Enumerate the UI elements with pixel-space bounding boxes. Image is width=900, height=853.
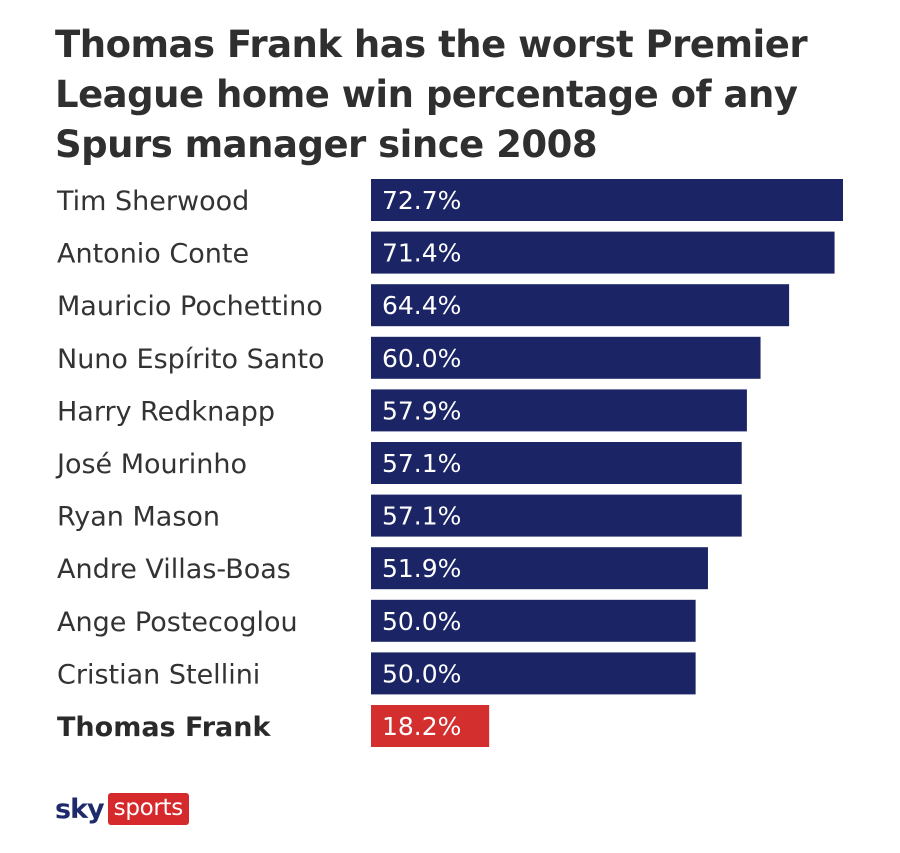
category-label-mauricio-pochettino: Mauricio Pochettino: [57, 291, 323, 322]
value-label-nuno-espirito-santo: 60.0%: [382, 344, 461, 373]
bar-tim-sherwood: [371, 179, 843, 221]
value-label-antonio-conte: 71.4%: [382, 239, 461, 268]
category-label-nuno-espirito-santo: Nuno Espírito Santo: [57, 344, 324, 375]
value-label-ange-postecoglou: 50.0%: [382, 607, 461, 636]
bar-andre-villas-boas: [371, 547, 708, 590]
sky-sports-logo: sky sports: [55, 791, 189, 827]
logo-sky-text: sky: [55, 793, 105, 825]
bar-ryan-mason: [371, 494, 742, 537]
bar-mauricio-pochettino: [371, 284, 790, 327]
category-label-ange-postecoglou: Ange Postecoglou: [57, 607, 298, 638]
value-label-harry-redknapp: 57.9%: [382, 396, 461, 425]
bar-cristian-stellini: [371, 652, 696, 695]
category-label-tim-sherwood: Tim Sherwood: [56, 186, 249, 217]
chart-title: Thomas Frank has the worst Premier Leagu…: [55, 23, 808, 166]
value-label-andre-villas-boas: 51.9%: [382, 554, 461, 583]
category-label-thomas-frank: Thomas Frank: [57, 712, 271, 743]
bar-thomas-frank: [371, 705, 490, 747]
value-label-tim-sherwood: 72.7%: [382, 186, 461, 215]
bar-nuno-espirito-santo: [371, 336, 761, 379]
value-label-mauricio-pochettino: 64.4%: [382, 291, 461, 320]
logo-sports-text: sports: [107, 793, 189, 825]
category-label-cristian-stellini: Cristian Stellini: [57, 659, 260, 690]
value-label-thomas-frank: 18.2%: [382, 712, 461, 741]
bar-ange-postecoglou: [371, 599, 696, 642]
value-label-cristian-stellini: 50.0%: [382, 659, 461, 688]
bar-harry-redknapp: [371, 389, 747, 432]
value-label-jose-mourinho: 57.1%: [382, 449, 461, 478]
category-label-harry-redknapp: Harry Redknapp: [57, 396, 275, 427]
category-label-andre-villas-boas: Andre Villas-Boas: [57, 554, 291, 585]
bar-antonio-conte: [371, 231, 835, 274]
bar-jose-mourinho: [371, 442, 742, 484]
category-label-antonio-conte: Antonio Conte: [57, 239, 249, 270]
value-label-ryan-mason: 57.1%: [382, 502, 461, 531]
category-label-ryan-mason: Ryan Mason: [57, 502, 220, 533]
category-label-jose-mourinho: José Mourinho: [55, 449, 247, 480]
